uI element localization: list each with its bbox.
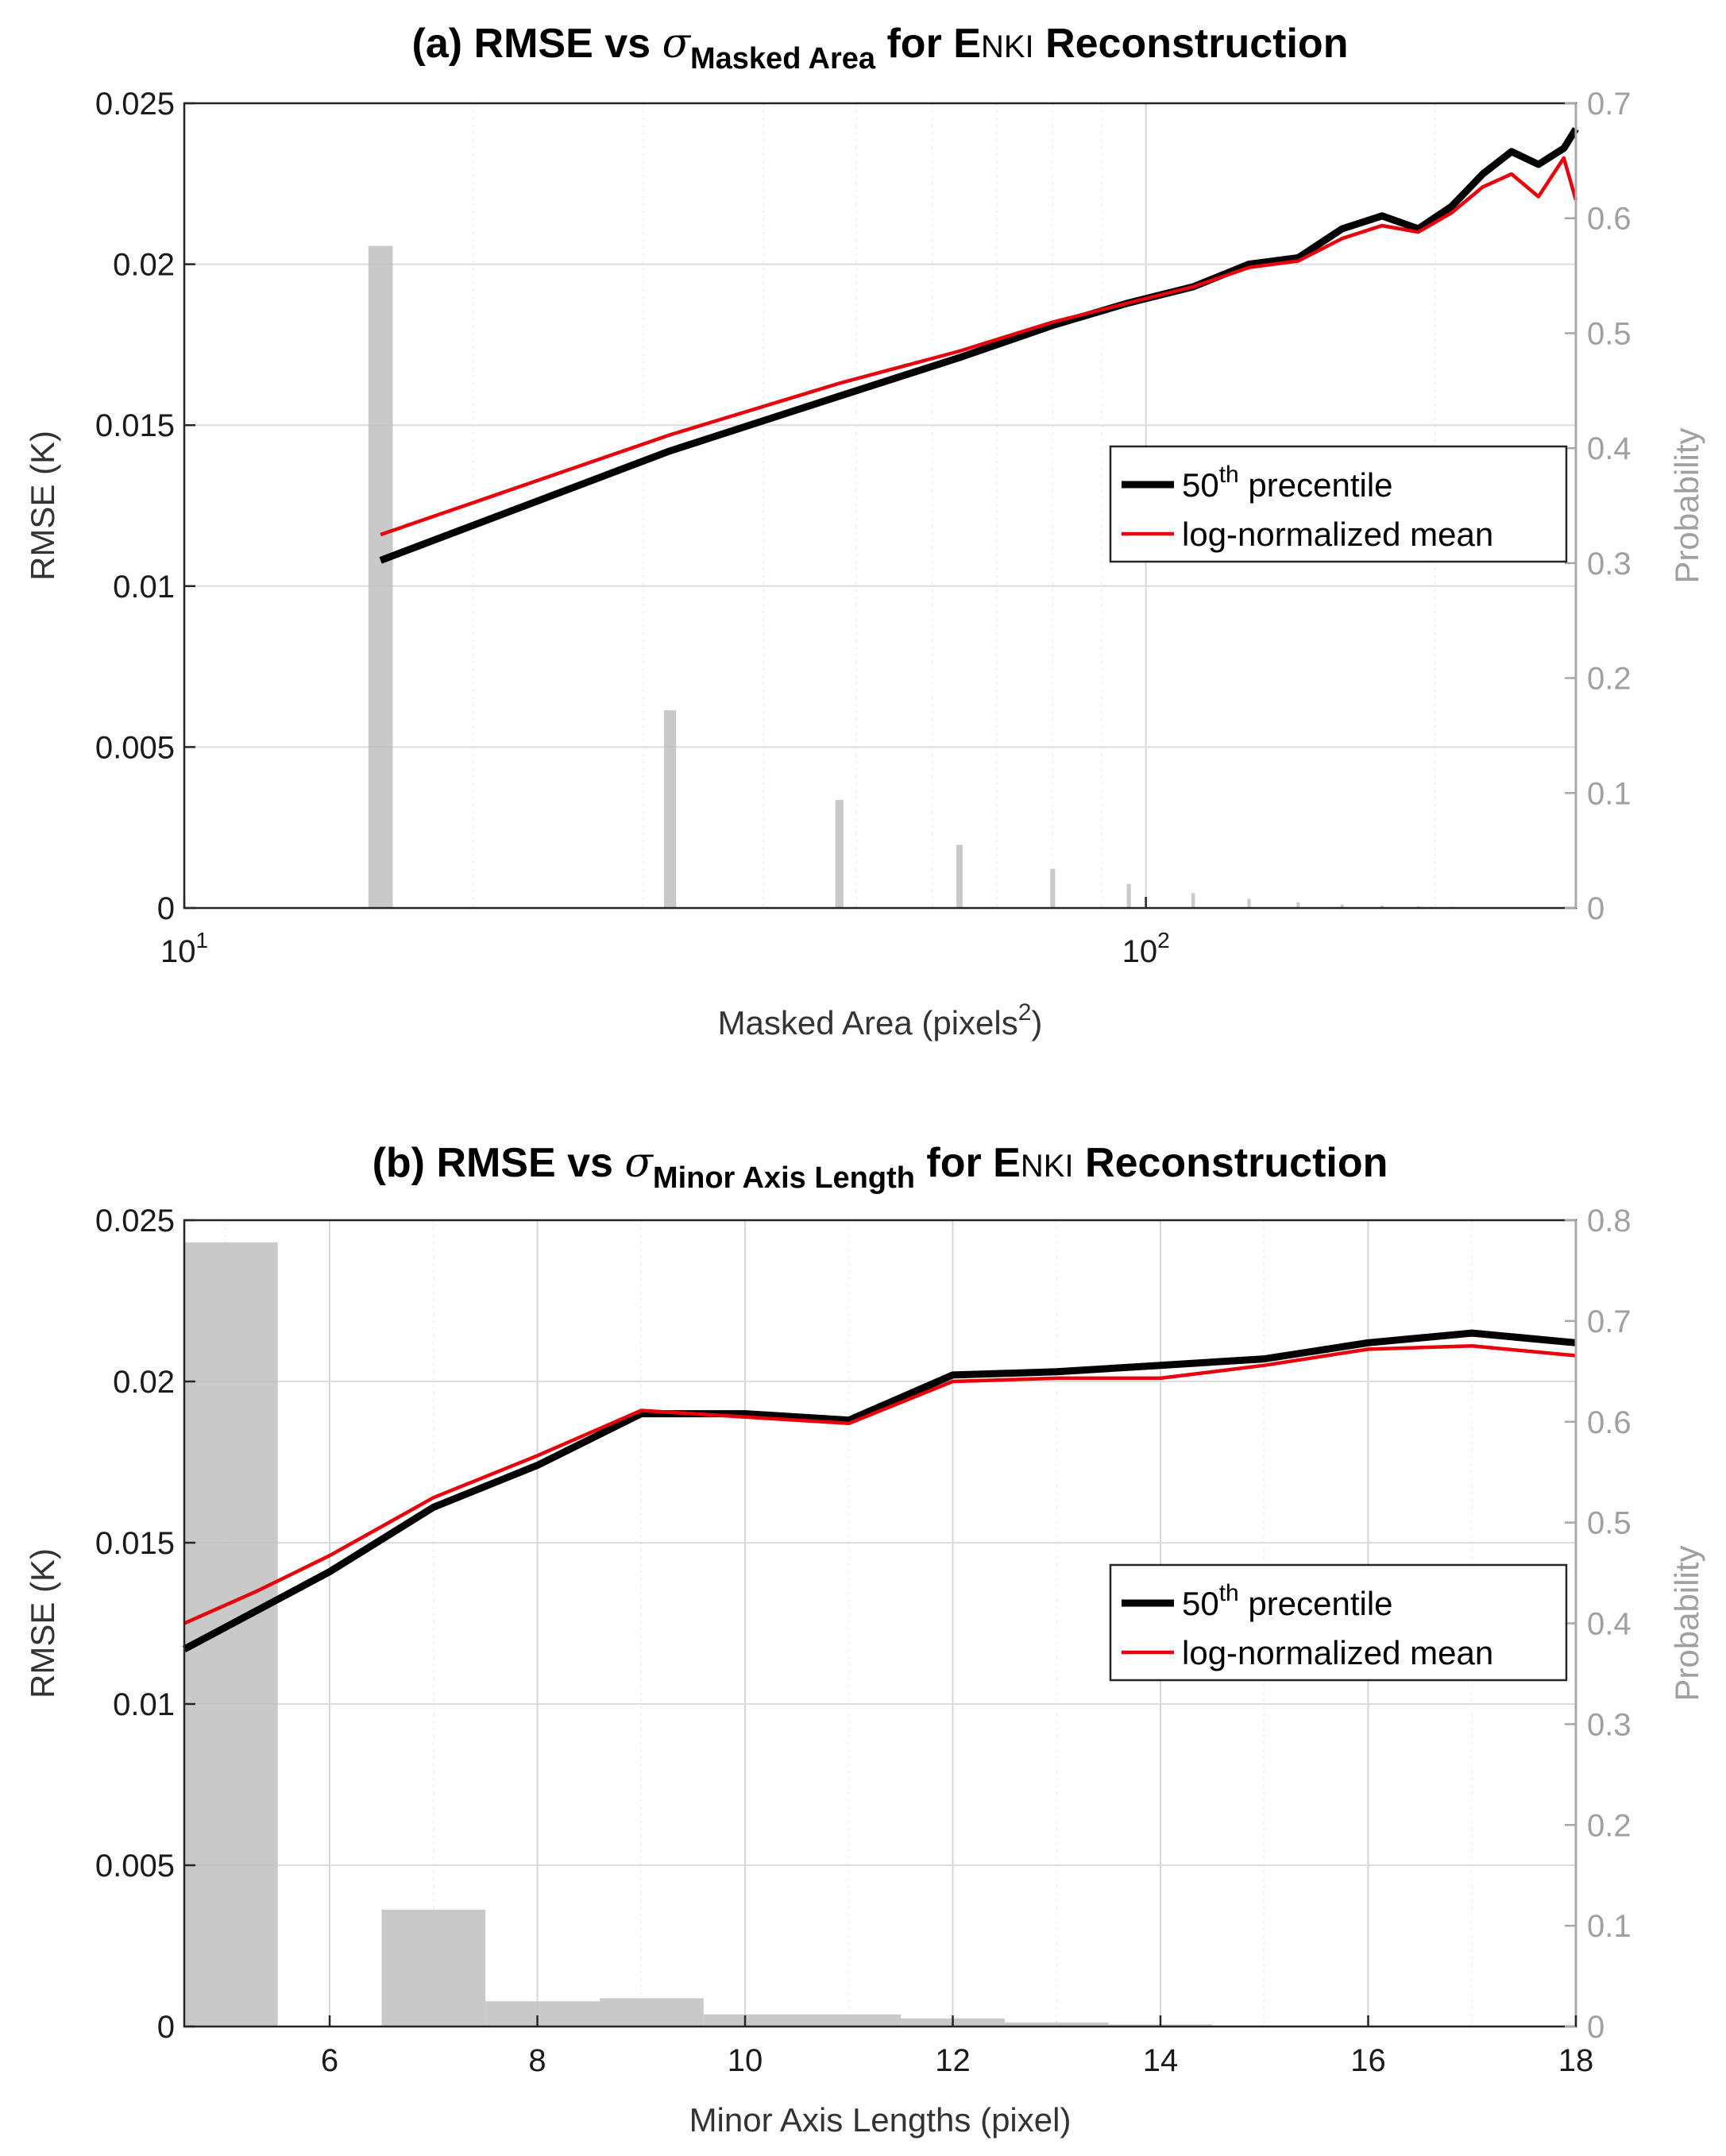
histogram-bar — [1340, 904, 1344, 908]
y-axis-label: RMSE (K) — [24, 431, 61, 581]
histogram-bar — [956, 844, 963, 908]
x-tick-label: 10 — [728, 2043, 763, 2078]
histogram-bar — [1004, 2022, 1109, 2027]
y-tick-label: 0.02 — [113, 248, 175, 283]
y-tick-label: 0.005 — [95, 730, 175, 765]
y2-tick-label: 0.5 — [1587, 1506, 1631, 1541]
histogram-bar — [663, 710, 677, 908]
series-line-mean — [183, 1344, 1577, 1625]
y2-axis-label: Probability — [1668, 1545, 1705, 1701]
x-tick-label: 6 — [321, 2043, 338, 2078]
y-tick-label: 0.025 — [95, 1204, 175, 1238]
legend: 50th precentile log-normalized mean — [1109, 445, 1568, 563]
series-line-mean — [380, 156, 1578, 537]
y2-axis-label: Probability — [1668, 427, 1705, 583]
chart-title: (a) RMSE vs σMasked Area for ENKI Recons… — [412, 20, 1349, 75]
panel-a: (a) RMSE vs σMasked Area for ENKI Recons… — [24, 20, 1705, 1041]
y-tick-label: 0.025 — [95, 87, 175, 122]
series-line-50th — [379, 127, 1579, 564]
histogram-bar — [835, 799, 844, 908]
y2-tick-label: 0.4 — [1587, 431, 1631, 466]
histogram — [368, 245, 1454, 909]
y2-tick-label: 0.6 — [1587, 1405, 1631, 1440]
histogram — [184, 1242, 1576, 2027]
y-tick-label: 0 — [157, 891, 175, 926]
y2-tick-label: 0.4 — [1587, 1607, 1631, 1642]
x-tick-label: 12 — [935, 2043, 971, 2078]
y2-tick-label: 0.2 — [1587, 662, 1631, 697]
y2-tick-label: 0 — [1587, 2010, 1604, 2045]
x-tick-label: 18 — [1558, 2043, 1594, 2078]
legend-label: 50th precentile — [1182, 1580, 1393, 1622]
y2-tick-label: 0.3 — [1587, 547, 1631, 582]
histogram-bar — [1050, 868, 1056, 908]
histogram-bar — [599, 1998, 704, 2027]
histogram-bar — [485, 2001, 600, 2027]
y-tick-label: 0.01 — [113, 1687, 175, 1722]
x-tick-label: 102 — [1122, 928, 1170, 969]
y2-tick-label: 0 — [1587, 891, 1604, 926]
legend-label: 50th precentile — [1182, 462, 1393, 504]
y-tick-label: 0.01 — [113, 570, 175, 605]
y-tick-label: 0 — [157, 2010, 175, 2045]
y2-tick-label: 0.1 — [1587, 1909, 1631, 1944]
y2-tick-label: 0.7 — [1587, 87, 1631, 122]
y2-tick-label: 0.1 — [1587, 776, 1631, 811]
x-tick-label: 14 — [1143, 2043, 1179, 2078]
histogram-bar — [1191, 893, 1195, 908]
histogram-bar — [703, 2014, 902, 2027]
legend: 50th precentile log-normalized mean — [1109, 1563, 1568, 1682]
legend-box — [1109, 1563, 1568, 1682]
y-tick-label: 0.015 — [95, 1526, 175, 1561]
y2-tick-label: 0.6 — [1587, 202, 1631, 237]
histogram-bar — [1126, 883, 1131, 908]
legend-label: log-normalized mean — [1182, 1634, 1493, 1671]
y2-tick-label: 0.2 — [1587, 1808, 1631, 1843]
legend-box — [1109, 445, 1568, 563]
panel-b: (b) RMSE vs σMinor Axis Length for ENKI … — [24, 1139, 1705, 2139]
x-tick-label: 101 — [160, 928, 208, 969]
y-tick-label: 0.015 — [95, 408, 175, 443]
y2-tick-label: 0.7 — [1587, 1304, 1631, 1339]
y-tick-label: 0.02 — [113, 1365, 175, 1400]
histogram-bar — [1380, 906, 1384, 908]
y2-tick-label: 0.8 — [1587, 1204, 1631, 1238]
histogram-bar — [381, 1909, 486, 2027]
x-axis-label: Minor Axis Lengths (pixel) — [689, 2101, 1072, 2139]
x-tick-label: 16 — [1350, 2043, 1386, 2078]
legend-label: log-normalized mean — [1182, 516, 1493, 553]
y-axis-label: RMSE (K) — [24, 1548, 61, 1698]
y-tick-label: 0.005 — [95, 1849, 175, 1884]
histogram-bar — [1247, 898, 1251, 908]
histogram-bar — [1296, 902, 1300, 908]
chart-title: (b) RMSE vs σMinor Axis Length for ENKI … — [373, 1139, 1388, 1195]
y2-tick-label: 0.3 — [1587, 1707, 1631, 1742]
histogram-bar — [184, 1242, 278, 2027]
x-axis-label: Masked Area (pixels2) — [718, 999, 1043, 1041]
x-tick-label: 8 — [528, 2043, 546, 2078]
series-line-50th — [182, 1329, 1577, 1652]
y2-tick-label: 0.5 — [1587, 316, 1631, 351]
histogram-bar — [368, 245, 393, 909]
